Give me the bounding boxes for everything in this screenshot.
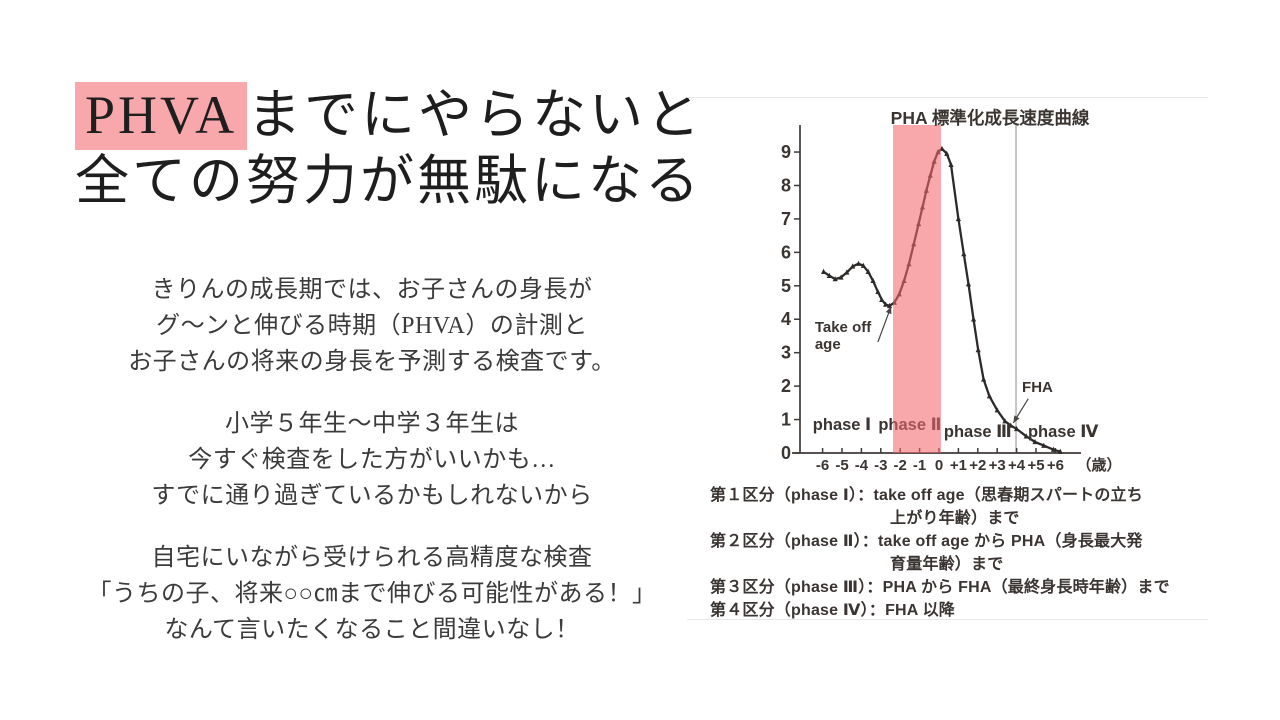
svg-text:9: 9 bbox=[781, 142, 791, 162]
legend-line: 第３区分（phase Ⅲ）：PHA から FHA（最終身長時年齢）まで bbox=[710, 579, 1170, 596]
legend-line: 育量年齢）まで bbox=[890, 556, 1004, 573]
svg-text:-3: -3 bbox=[874, 457, 887, 474]
paragraph-urgency: 小学５年生～中学３年生は 今すぐ検査をした方がいいかも… すでに通り過ぎているか… bbox=[52, 406, 692, 514]
growth-velocity-chart: 0 1 2 3 4 5 6 7 8 9 -6 -5 -4 -3 -2 -1 0 +1 +2 +3 +4 +5 +6 （歳） ph… bbox=[781, 108, 1122, 474]
svg-text:4: 4 bbox=[781, 309, 791, 329]
svg-text:6: 6 bbox=[781, 242, 791, 262]
svg-text:-6: -6 bbox=[816, 457, 829, 474]
svg-text:-5: -5 bbox=[835, 457, 848, 474]
paragraph-line: 自宅にいながら受けられる高精度な検査 bbox=[151, 545, 593, 571]
paragraph-line: 今すぐ検査をした方がいいかも… bbox=[188, 447, 556, 473]
paragraph-line: 小学５年生～中学３年生は bbox=[225, 411, 519, 437]
svg-text:2: 2 bbox=[781, 376, 791, 396]
svg-text:-1: -1 bbox=[913, 457, 926, 474]
legend-line: 第２区分（phase Ⅱ）：take off age から PHA（身長最大発 bbox=[710, 533, 1143, 550]
svg-text:+4: +4 bbox=[1008, 457, 1026, 474]
svg-text:5: 5 bbox=[781, 276, 791, 296]
svg-text:phase Ⅳ: phase Ⅳ bbox=[1028, 423, 1099, 441]
svg-text:7: 7 bbox=[781, 209, 791, 229]
body-copy: きりんの成長期では、お子さんの身長が グ～ンと伸びる時期（PHVA）の計測と お… bbox=[52, 272, 692, 674]
paragraph-line: お子さんの将来の身長を予測する検査です。 bbox=[128, 349, 616, 375]
headline-line2: 全ての努力が無駄になる bbox=[75, 151, 702, 211]
growth-chart-card: 0 1 2 3 4 5 6 7 8 9 -6 -5 -4 -3 -2 -1 0 +1 +2 +3 +4 +5 +6 （歳） ph… bbox=[687, 97, 1208, 620]
svg-text:-4: -4 bbox=[855, 457, 869, 474]
paragraph-line: グ～ンと伸びる時期（PHVA）の計測と bbox=[156, 313, 588, 339]
paragraph-line: なんて言いたくなること間違いなし！ bbox=[164, 617, 580, 643]
headline-highlight: PHVA bbox=[75, 82, 248, 150]
svg-text:+3: +3 bbox=[989, 457, 1006, 474]
svg-text:FHA: FHA bbox=[1022, 379, 1053, 396]
headline: PHVA までにやらないと 全ての努力が無駄になる bbox=[75, 82, 703, 214]
paragraph-line: すでに通り過ぎているかもしれないから bbox=[151, 483, 593, 509]
paragraph-line: きりんの成長期では、お子さんの身長が bbox=[151, 277, 593, 303]
headline-line1: PHVA までにやらないと bbox=[75, 82, 704, 150]
paragraph-intro: きりんの成長期では、お子さんの身長が グ～ンと伸びる時期（PHVA）の計測と お… bbox=[52, 272, 692, 380]
svg-text:+1: +1 bbox=[950, 457, 967, 474]
svg-text:Take off: Take off bbox=[815, 319, 872, 336]
svg-text:phase Ⅲ: phase Ⅲ bbox=[944, 423, 1012, 441]
svg-text:（歳）: （歳） bbox=[1076, 456, 1121, 474]
svg-text:8: 8 bbox=[781, 175, 791, 195]
phase-legend: 第１区分（phase Ⅰ）：take off age（思春期スパートの立ち 上が… bbox=[710, 484, 1202, 622]
legend-line: 第１区分（phase Ⅰ）：take off age（思春期スパートの立ち bbox=[710, 487, 1143, 504]
headline-line1-rest: までにやらないと bbox=[247, 85, 704, 145]
svg-text:phase Ⅰ: phase Ⅰ bbox=[813, 416, 871, 434]
paragraph-line: 「うちの子、将来○○㎝まで伸びる可能性がある！」 bbox=[87, 581, 657, 607]
svg-text:0: 0 bbox=[781, 443, 791, 463]
paragraph-benefit: 自宅にいながら受けられる高精度な検査 「うちの子、将来○○㎝まで伸びる可能性があ… bbox=[52, 540, 692, 648]
svg-text:age: age bbox=[815, 336, 841, 353]
svg-text:1: 1 bbox=[781, 410, 791, 430]
svg-text:+5: +5 bbox=[1027, 457, 1044, 474]
svg-text:-2: -2 bbox=[894, 457, 907, 474]
legend-line: 第４区分（phase Ⅳ）：FHA 以降 bbox=[710, 602, 956, 619]
svg-text:0: 0 bbox=[935, 457, 943, 474]
svg-text:+6: +6 bbox=[1047, 457, 1064, 474]
svg-text:+2: +2 bbox=[969, 457, 986, 474]
svg-text:PHA 標準化成長速度曲線: PHA 標準化成長速度曲線 bbox=[891, 108, 1090, 128]
svg-text:3: 3 bbox=[781, 343, 791, 363]
legend-line: 上がり年齢）まで bbox=[890, 510, 1020, 527]
